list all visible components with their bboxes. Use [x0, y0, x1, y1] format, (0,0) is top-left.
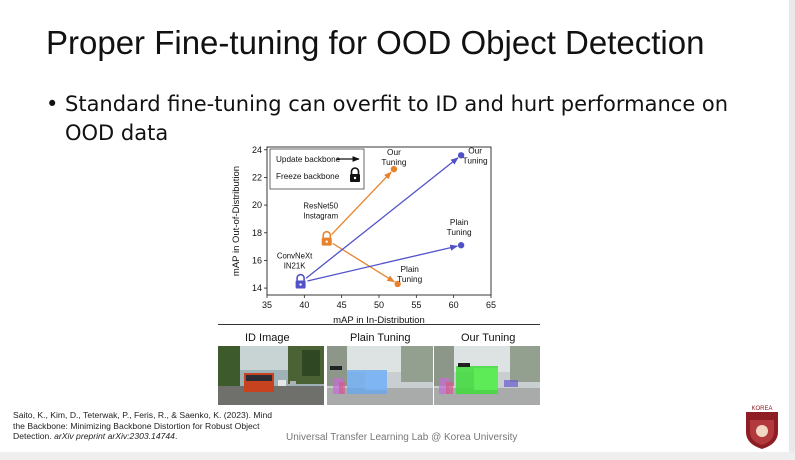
plain-tuning-label: Tuning	[397, 274, 422, 284]
frozen-backbone-lock-icon	[295, 273, 306, 289]
y-tick-label: 22	[252, 172, 262, 182]
citation: Saito, K., Kim, D., Teterwak, P., Feris,…	[13, 410, 283, 442]
logo-text: KOREA	[751, 406, 772, 412]
bullet-text: Standard fine-tuning can overfit to ID a…	[65, 92, 729, 145]
university-logo: KOREA	[740, 404, 784, 450]
our-tuning-image	[434, 346, 540, 405]
id-image-label: ID Image	[245, 332, 290, 344]
lock-keyhole	[353, 176, 357, 180]
plain-tuning-label: Plain Tuning	[350, 332, 411, 344]
our-tuning-label: Our	[468, 145, 482, 155]
plain-tuning-point	[457, 242, 465, 249]
footer-text: Universal Transfer Learning Lab @ Korea …	[286, 432, 518, 443]
plain-tuning-label: Plain	[450, 217, 469, 227]
plain-tuning-image	[327, 346, 433, 405]
y-tick-label: 20	[252, 200, 262, 210]
our-tuning-label: Our Tuning	[461, 332, 516, 344]
y-tick-label: 24	[252, 145, 262, 155]
bullet-marker: •	[46, 92, 59, 116]
our-tuning-arrow	[305, 157, 459, 279]
bullet-point: • Standard fine-tuning can overfit to ID…	[46, 90, 766, 148]
window-edge	[789, 0, 795, 460]
slide-title: Proper Fine-tuning for OOD Object Detect…	[46, 24, 705, 61]
window-edge-bottom	[0, 452, 795, 460]
legend-update-label: Update backbone	[276, 155, 341, 164]
backbone-name-label: ResNet50	[303, 202, 338, 211]
divider	[218, 324, 540, 325]
x-tick-label: 45	[337, 300, 347, 310]
backbone-name-label: IN21K	[284, 262, 306, 271]
legend-box	[269, 148, 365, 190]
backbone-name-label: ConvNeXt	[277, 252, 313, 261]
y-tick-label: 16	[252, 255, 262, 265]
x-tick-label: 55	[411, 300, 421, 310]
our-tuning-label: Our	[387, 147, 401, 157]
plain-tuning-label: Tuning	[447, 227, 472, 237]
citation-venue: arXiv preprint arXiv:2303.14744	[54, 431, 175, 442]
backbone-name-label: Instagram	[303, 212, 338, 221]
lock-keyhole	[299, 283, 302, 286]
lock-keyhole	[325, 240, 328, 243]
x-tick-label: 50	[374, 300, 384, 310]
y-tick-label: 18	[252, 228, 262, 238]
scatter-chart: 35 40 45 50 55 60 65 14 16 18 20 22 24 mAP in In-Dist…	[231, 145, 496, 325]
y-tick-label: 14	[252, 283, 262, 293]
our-tuning-label: Tuning	[463, 155, 488, 165]
our-tuning-label: Tuning	[381, 157, 406, 167]
citation-end: .	[174, 431, 178, 442]
x-axis-label: mAP in In-Distribution	[333, 315, 425, 325]
frozen-backbone-lock-icon	[321, 230, 332, 246]
plain-tuning-point	[394, 280, 401, 288]
id-image	[218, 346, 324, 405]
x-tick-label: 35	[262, 300, 272, 310]
lock-shackle	[296, 273, 305, 281]
our-tuning-point	[457, 152, 465, 159]
legend-freeze-label: Freeze backbone	[276, 172, 340, 181]
y-axis-label: mAP in Out-of-Distribution	[231, 166, 242, 276]
x-tick-label: 40	[299, 300, 309, 310]
x-tick-label: 60	[449, 300, 459, 310]
plain-tuning-label: Plain	[400, 264, 419, 274]
our-tuning-arrow	[331, 171, 392, 236]
legend-lock-icon	[350, 167, 360, 182]
citation-text: Saito, K., Kim, D., Teterwak, P., Feris,…	[13, 410, 273, 442]
our-tuning-point	[390, 165, 398, 173]
lock-shackle	[322, 230, 332, 238]
x-tick-label: 65	[486, 300, 496, 310]
plain-tuning-arrow	[307, 244, 458, 282]
lock-shackle	[350, 167, 360, 174]
